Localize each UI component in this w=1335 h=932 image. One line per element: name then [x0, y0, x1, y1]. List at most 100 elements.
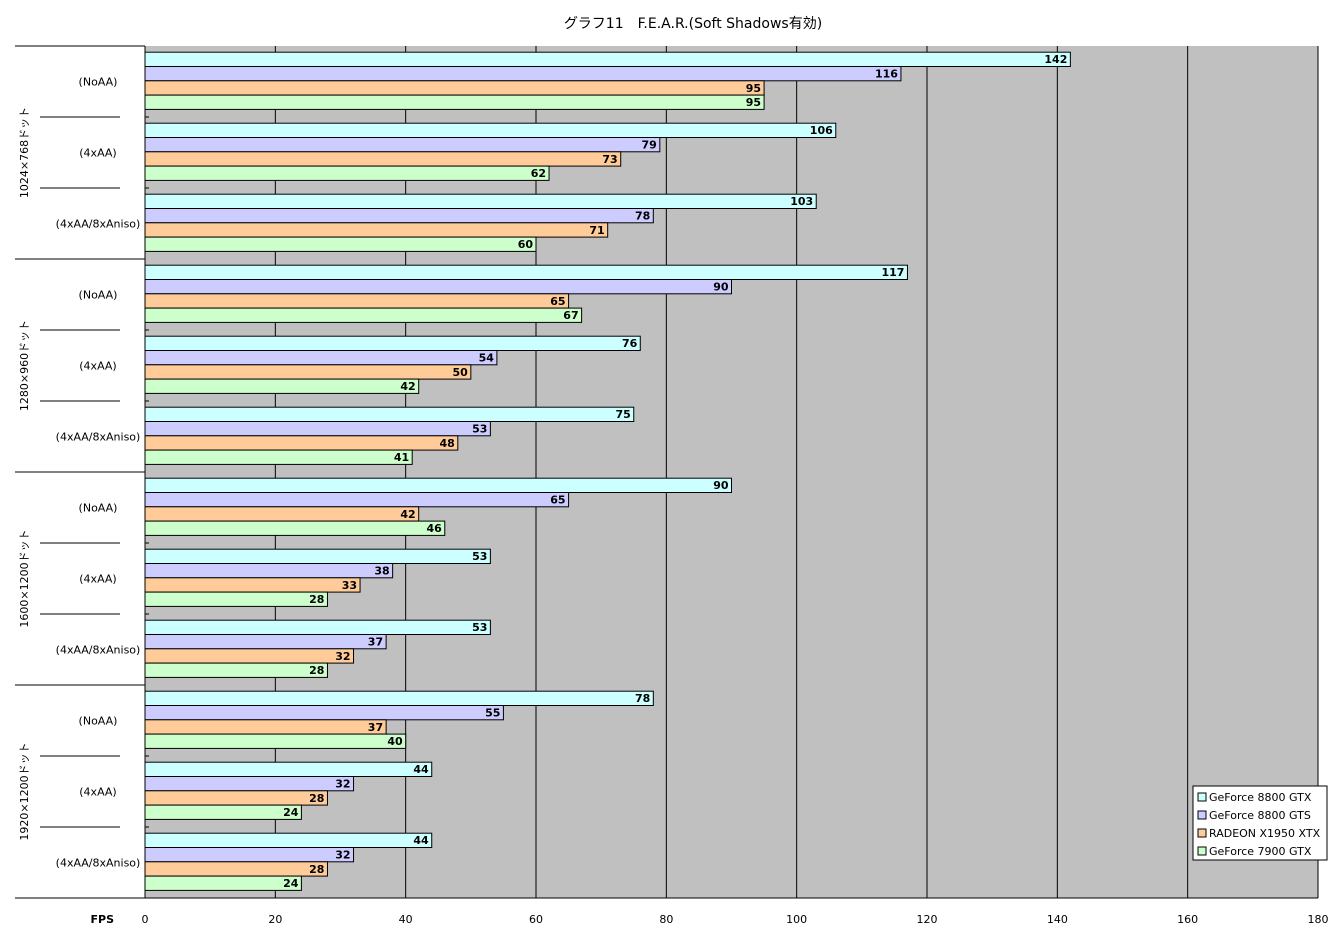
bar: [144, 492, 570, 508]
bar: [144, 435, 459, 451]
bar: [144, 80, 765, 96]
legend-swatch: [1197, 792, 1207, 802]
data-label: 71: [589, 224, 604, 237]
bar: [144, 761, 433, 778]
bar: [144, 520, 446, 536]
category-label: (4xAA): [79, 360, 116, 373]
category-label: (4xAA): [79, 147, 116, 160]
data-label: 95: [746, 82, 761, 95]
bar: [144, 51, 1071, 68]
bar: [144, 577, 361, 593]
data-label: 28: [309, 593, 324, 606]
data-label: 142: [1044, 53, 1067, 66]
group-label: 1920×1200ドット: [18, 742, 31, 840]
bar: [144, 264, 908, 281]
bar: [144, 776, 355, 792]
bar: [144, 66, 902, 82]
bar: [144, 94, 765, 110]
data-label: 103: [790, 195, 813, 208]
bar: [144, 634, 387, 650]
bar: [144, 719, 387, 735]
data-label: 38: [374, 565, 389, 578]
category-label: (4xAA/8xAniso): [56, 431, 141, 444]
legend-entry: GeForce 8800 GTX: [1209, 791, 1312, 804]
bar: [144, 151, 622, 167]
data-label: 48: [439, 437, 454, 450]
bar: [144, 847, 355, 863]
data-label: 76: [622, 337, 638, 350]
category-label: (4xAA/8xAniso): [56, 218, 141, 231]
bar: [144, 208, 654, 224]
legend-box: [1192, 785, 1328, 861]
bar: [144, 506, 420, 522]
data-label: 55: [485, 707, 500, 720]
data-label: 42: [400, 380, 415, 393]
bar: [144, 591, 328, 607]
bar: [144, 861, 328, 877]
bar: [144, 449, 413, 465]
data-label: 67: [563, 309, 578, 322]
data-label: 75: [615, 408, 630, 421]
bar: [144, 648, 355, 664]
x-tick-label: 60: [529, 913, 543, 926]
y-axis: (NoAA) (4xAA) (4xAA/8xAniso) 1024×768ドット (No…: [15, 45, 149, 899]
group-label: 1024×768ドット: [18, 107, 31, 198]
data-label: 73: [602, 153, 617, 166]
legend: GeForce 8800 GTX GeForce 8800 GTS RADEON X…: [1192, 785, 1328, 861]
category-label: (NoAA): [79, 715, 118, 728]
plot-area: [145, 46, 1318, 898]
category-label: (NoAA): [79, 76, 118, 89]
bar: [144, 137, 661, 153]
bar: [144, 875, 302, 891]
data-label: 60: [518, 238, 534, 251]
bar: [144, 293, 570, 309]
bar: [144, 832, 433, 849]
x-axis: FPS 0 20 40 60 80 100 120 140 160 180: [91, 913, 1329, 926]
legend-swatch: [1197, 846, 1207, 856]
data-label: 79: [642, 139, 657, 152]
data-label: 42: [400, 508, 415, 521]
data-label: 78: [635, 692, 650, 705]
legend-swatch: [1197, 828, 1207, 838]
bar: [144, 733, 407, 749]
data-label: 37: [368, 636, 383, 649]
data-label: 44: [413, 763, 429, 776]
data-label: 32: [335, 778, 350, 791]
data-label: 28: [309, 664, 324, 677]
data-label: 24: [283, 877, 299, 890]
data-label: 32: [335, 650, 350, 663]
bar: [144, 122, 837, 138]
bar: [144, 335, 641, 352]
x-axis-label: FPS: [91, 913, 115, 926]
data-label: 90: [713, 479, 729, 492]
legend-entry: GeForce 8800 GTS: [1209, 809, 1311, 822]
chart-title: グラフ11 F.E.A.R.(Soft Shadows有効): [564, 16, 822, 32]
bar: [144, 307, 583, 323]
data-label: 33: [342, 579, 357, 592]
category-label: (NoAA): [79, 289, 118, 302]
category-label: (4xAA/8xAniso): [56, 644, 141, 657]
data-label: 54: [479, 352, 495, 365]
data-label: 65: [550, 295, 565, 308]
data-label: 32: [335, 849, 350, 862]
x-tick-label: 100: [786, 913, 807, 926]
data-label: 90: [713, 281, 729, 294]
x-tick-label: 20: [268, 913, 282, 926]
bars: [144, 51, 1071, 891]
bar: [144, 477, 732, 494]
bar: [144, 350, 498, 366]
x-tick-label: 120: [917, 913, 938, 926]
legend-entry: RADEON X1950 XTX: [1209, 827, 1321, 840]
data-label: 117: [881, 266, 904, 279]
data-label: 116: [875, 68, 898, 81]
data-label: 95: [746, 96, 761, 109]
category-label: (4xAA): [79, 786, 116, 799]
group-label: 1600×1200ドット: [18, 529, 31, 627]
data-label: 65: [550, 494, 565, 507]
bar: [144, 563, 394, 579]
data-label: 78: [635, 210, 650, 223]
legend-entry: GeForce 7900 GTX: [1209, 845, 1312, 858]
data-label: 106: [810, 124, 833, 137]
data-label: 28: [309, 863, 324, 876]
